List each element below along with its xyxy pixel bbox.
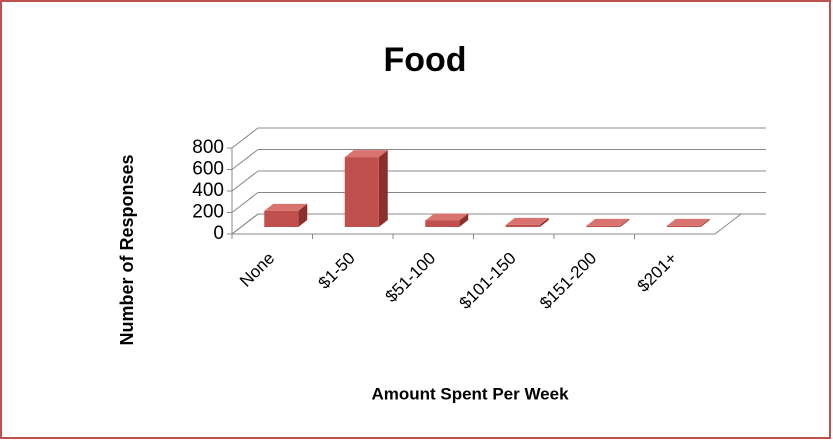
bar bbox=[344, 150, 388, 227]
bar-top bbox=[425, 213, 469, 221]
x-axis-label: Amount Spent Per Week bbox=[371, 384, 569, 403]
bar bbox=[586, 218, 630, 227]
y-tick-label: 800 bbox=[192, 137, 224, 158]
bar-front bbox=[425, 220, 460, 227]
bar-side bbox=[298, 203, 308, 227]
bar-side bbox=[459, 213, 469, 227]
bar bbox=[264, 203, 308, 227]
grid-line bbox=[231, 170, 259, 192]
bar-top bbox=[586, 218, 630, 226]
grid-line bbox=[231, 149, 259, 170]
chart-title: Food bbox=[383, 41, 466, 79]
bar-front bbox=[264, 210, 299, 227]
y-tick-label: 200 bbox=[192, 202, 224, 223]
grid-line bbox=[231, 192, 259, 213]
bar bbox=[666, 218, 710, 227]
bar-front bbox=[505, 224, 540, 227]
bar-side bbox=[700, 218, 710, 227]
bar-top bbox=[344, 150, 388, 158]
y-tick-label: 0 bbox=[213, 223, 224, 244]
bar-side bbox=[378, 150, 388, 227]
y-axis-label: Number of Responses bbox=[117, 154, 137, 345]
bar bbox=[505, 217, 549, 227]
bar-top bbox=[505, 217, 549, 225]
bar-top bbox=[666, 218, 710, 226]
bar-side bbox=[539, 217, 549, 227]
grid-line bbox=[231, 127, 259, 149]
bar-front bbox=[666, 225, 701, 227]
bar-front bbox=[586, 225, 621, 227]
y-tick-label: 600 bbox=[192, 159, 224, 180]
bar-front bbox=[344, 157, 379, 227]
grid-line bbox=[231, 213, 259, 235]
y-tick-label: 400 bbox=[192, 180, 224, 201]
bar bbox=[425, 213, 469, 227]
bar-side bbox=[620, 218, 630, 227]
bar-top bbox=[264, 203, 308, 211]
